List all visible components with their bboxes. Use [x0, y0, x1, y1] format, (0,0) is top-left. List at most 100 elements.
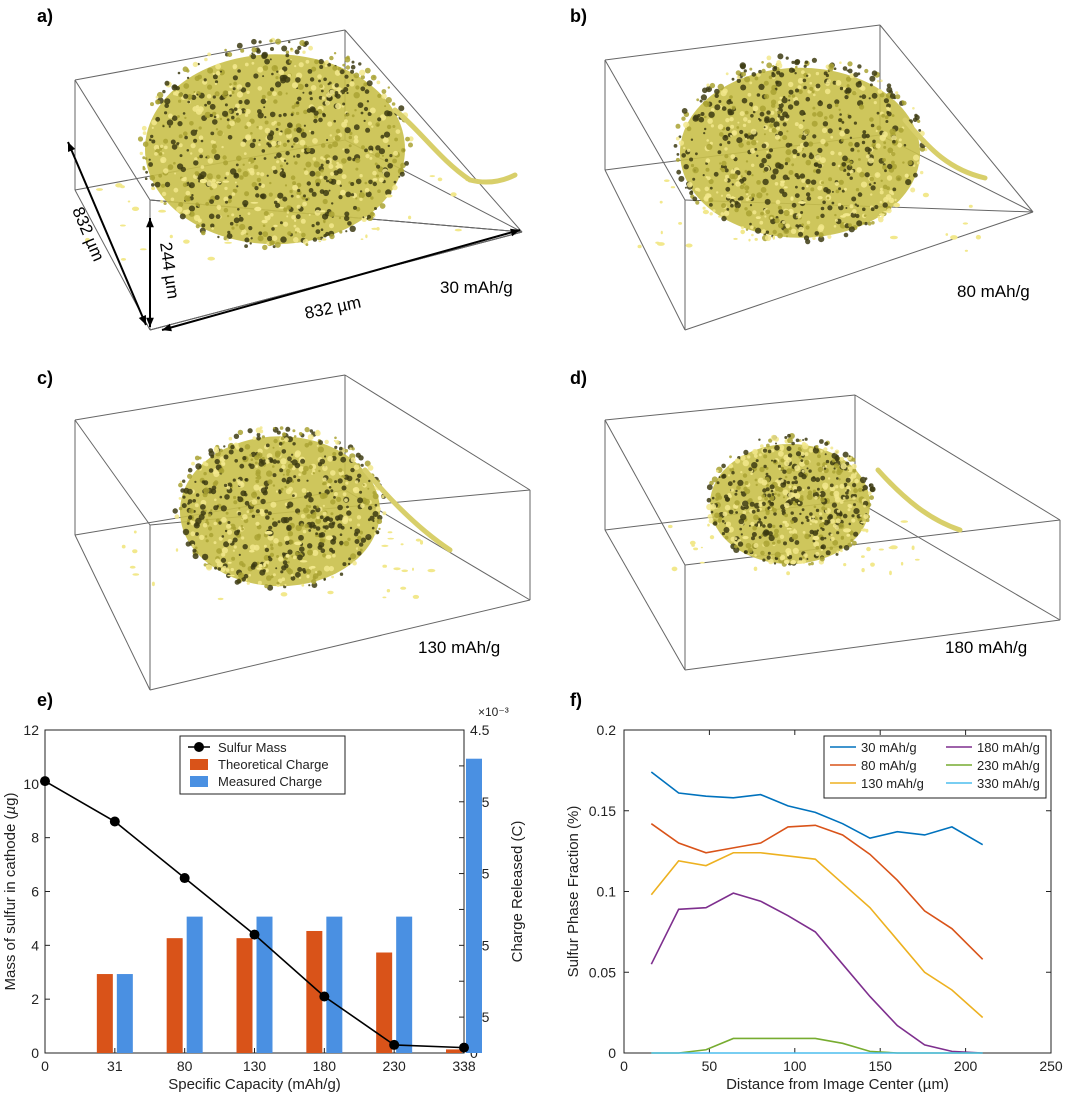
- sulfur-particle: [120, 258, 127, 261]
- sulfur-grain: [768, 128, 773, 133]
- sulfur-grain: [756, 72, 761, 77]
- y-tick-label-f: 0.2: [597, 722, 617, 738]
- sulfur-grain: [761, 229, 766, 234]
- sulfur-grain: [824, 453, 827, 456]
- sulfur-grain: [260, 510, 266, 517]
- sulfur-grain: [735, 511, 738, 514]
- sulfur-grain: [209, 199, 215, 205]
- sulfur-grain: [283, 535, 290, 542]
- sulfur-grain: [269, 458, 274, 463]
- sulfur-grain: [765, 234, 772, 242]
- sulfur-grain: [790, 511, 794, 515]
- sulfur-grain: [329, 233, 335, 240]
- sulfur-grain: [273, 169, 278, 175]
- sulfur-grain: [786, 446, 792, 452]
- sulfur-grain: [336, 161, 339, 165]
- sulfur-grain: [748, 524, 751, 527]
- sulfur-grain: [825, 459, 830, 464]
- sulfur-grain: [804, 60, 809, 64]
- sulfur-particle: [783, 186, 788, 189]
- sulfur-grain: [218, 521, 222, 525]
- sulfur-grain: [788, 99, 791, 102]
- sulfur-grain: [339, 540, 344, 546]
- sulfur-grain: [384, 110, 391, 117]
- sulfur-particle: [294, 541, 302, 546]
- sulfur-grain: [720, 90, 727, 97]
- sulfur-grain: [346, 84, 350, 87]
- sulfur-grain: [386, 124, 392, 130]
- sulfur-grain: [272, 91, 277, 97]
- sulfur-grain: [916, 161, 920, 165]
- sulfur-grain: [237, 208, 240, 211]
- sulfur-grain: [744, 133, 748, 138]
- sulfur-particle: [127, 200, 131, 203]
- sulfur-grain: [238, 447, 244, 453]
- sulfur-grain: [802, 119, 805, 122]
- sulfur-grain: [257, 235, 264, 242]
- sulfur-grain: [188, 184, 192, 187]
- sulfur-grain: [769, 484, 775, 490]
- sulfur-grain: [149, 138, 152, 142]
- sulfur-grain: [357, 497, 364, 504]
- sulfur-particle: [227, 574, 235, 577]
- sulfur-grain: [185, 541, 191, 547]
- sulfur-grain: [787, 433, 791, 438]
- sulfur-grain: [876, 125, 882, 131]
- sulfur-grain: [399, 171, 405, 177]
- sulfur-grain: [771, 127, 777, 133]
- sulfur-grain: [873, 101, 877, 105]
- sulfur-grain: [678, 175, 685, 182]
- sulfur-grain: [215, 518, 220, 523]
- sulfur-grain: [258, 143, 261, 146]
- sulfur-particle: [325, 554, 332, 559]
- sulfur-grain: [372, 170, 377, 176]
- sulfur-grain: [314, 209, 321, 216]
- sulfur-grain: [287, 560, 290, 564]
- sulfur-grain: [328, 527, 331, 530]
- sulfur-particle: [878, 548, 884, 551]
- sulfur-grain: [723, 210, 730, 216]
- sulfur-grain: [212, 95, 216, 99]
- sulfur-grain: [240, 525, 244, 528]
- sulfur-grain: [799, 460, 806, 467]
- sulfur-grain: [265, 459, 270, 464]
- sulfur-grain: [298, 576, 302, 579]
- sulfur-particle: [678, 222, 683, 225]
- sulfur-grain: [372, 493, 379, 500]
- sulfur-grain: [867, 151, 871, 155]
- x-tick-label-f: 250: [1039, 1058, 1063, 1074]
- sulfur-grain: [267, 511, 272, 516]
- sulfur-grain: [880, 187, 883, 191]
- sulfur-grain: [714, 104, 721, 111]
- sulfur-grain: [699, 99, 703, 103]
- sulfur-grain: [287, 122, 293, 128]
- sulfur-grain: [857, 192, 863, 197]
- sulfur-grain: [312, 157, 317, 161]
- sulfur-grain: [182, 479, 186, 483]
- sulfur-grain: [368, 479, 371, 483]
- sulfur-grain: [718, 516, 723, 521]
- sulfur-grain: [326, 179, 329, 183]
- sulfur-grain: [806, 467, 809, 470]
- sulfur-particle: [199, 178, 208, 184]
- sulfur-grain: [219, 495, 223, 499]
- sulfur-grain: [164, 103, 169, 108]
- sulfur-particle: [285, 554, 290, 558]
- sulfur-grain: [330, 171, 335, 176]
- sulfur-grain: [350, 64, 356, 70]
- sulfur-grain: [888, 197, 895, 204]
- sulfur-grain: [770, 218, 776, 225]
- sulfur-grain: [244, 191, 250, 197]
- sulfur-grain: [371, 526, 375, 530]
- sulfur-grain: [825, 188, 832, 194]
- sulfur-grain: [276, 460, 280, 464]
- sulfur-grain: [255, 521, 260, 526]
- sulfur-grain: [742, 510, 747, 515]
- sulfur-grain: [341, 517, 349, 525]
- sulfur-grain: [801, 178, 806, 183]
- sulfur-grain: [316, 516, 320, 520]
- sulfur-grain: [838, 522, 845, 529]
- sulfur-grain: [788, 492, 795, 499]
- y-axis-label-part: µ: [2, 806, 19, 815]
